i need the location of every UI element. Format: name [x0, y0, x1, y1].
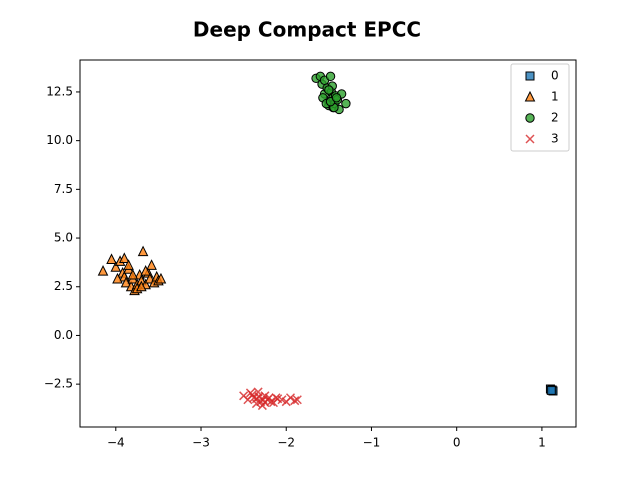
- x-tick-label: 1: [538, 436, 546, 450]
- data-point: [106, 253, 117, 264]
- data-point: [331, 93, 342, 103]
- legend-label: 1: [551, 90, 559, 104]
- x-tick-label: −2: [277, 436, 295, 450]
- data-point: [146, 259, 157, 270]
- x-tick-label: −3: [192, 436, 210, 450]
- data-point: [341, 98, 351, 109]
- data-point: [123, 259, 134, 270]
- data-point: [112, 272, 123, 284]
- x-tick-label: 0: [453, 436, 461, 450]
- data-point: [137, 245, 149, 257]
- x-tick-label: −4: [107, 436, 125, 450]
- data-point: [127, 268, 139, 280]
- data-point: [292, 395, 302, 405]
- legend-marker: [525, 134, 535, 144]
- data-point: [97, 265, 109, 276]
- legend-marker: [525, 113, 535, 123]
- data-point: [140, 265, 151, 276]
- y-tick-label: 7.5: [54, 182, 73, 196]
- data-point: [260, 398, 270, 408]
- y-tick-label: 2.5: [54, 279, 73, 293]
- legend-marker: [524, 90, 536, 102]
- y-tick-label: 0.0: [54, 328, 73, 342]
- data-point: [155, 272, 167, 284]
- plot-frame: [79, 59, 577, 428]
- data-point: [110, 261, 122, 272]
- y-tick-label: 5.0: [54, 231, 73, 245]
- data-point: [324, 85, 334, 95]
- data-point: [290, 396, 300, 406]
- y-tick-label: −2.5: [44, 377, 73, 391]
- legend-label: 0: [551, 69, 559, 83]
- data-point: [325, 71, 336, 82]
- data-point: [251, 394, 261, 404]
- data-point: [285, 393, 296, 403]
- data-point: [546, 385, 556, 395]
- legend-label: 2: [551, 111, 559, 125]
- y-tick-label: 12.5: [46, 84, 73, 98]
- legend-marker: [525, 71, 535, 81]
- data-point: [271, 393, 281, 403]
- x-tick-label: −1: [363, 436, 381, 450]
- y-tick-label: 10.0: [46, 133, 73, 147]
- legend-label: 3: [551, 132, 559, 146]
- data-point: [136, 280, 147, 292]
- legend-box: [510, 63, 570, 152]
- data-point: [119, 252, 130, 263]
- chart-title: Deep Compact EPCC: [193, 18, 421, 42]
